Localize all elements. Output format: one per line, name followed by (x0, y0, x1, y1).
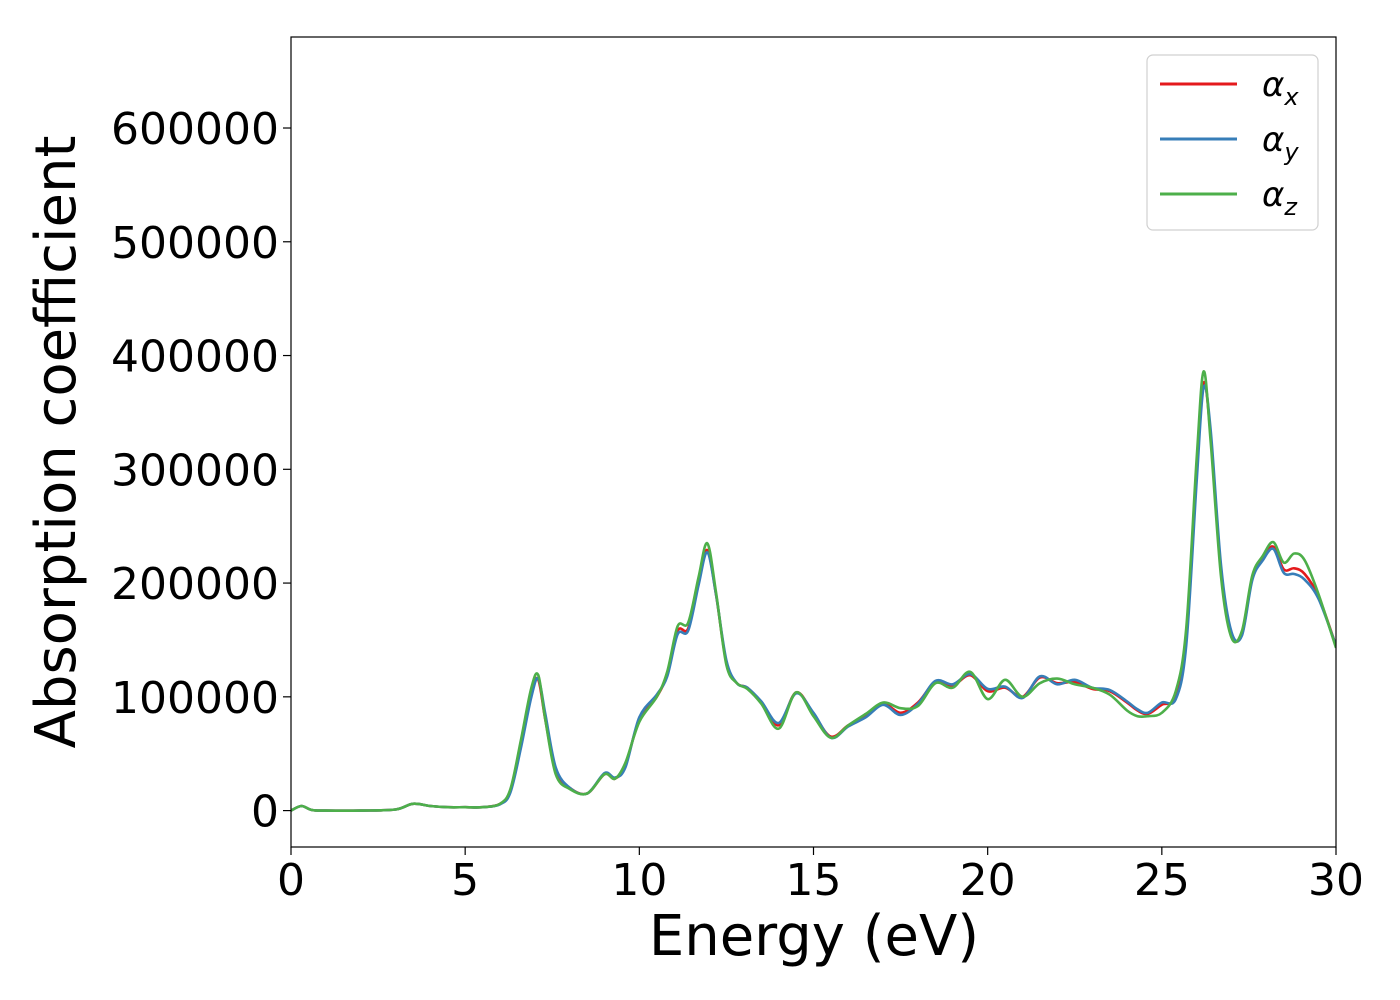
legend-box (1146, 54, 1319, 231)
legend-label-subscript: x (1283, 83, 1299, 111)
legend-label-subscript: z (1283, 193, 1298, 221)
y-tick-label: 600000 (111, 104, 279, 155)
y-tick-label: 400000 (111, 332, 279, 383)
x-axis-title: Energy (eV) (649, 904, 979, 969)
y-axis-ticks: 0 100000 200000 300000 400000 500000 600000 (111, 104, 291, 838)
y-tick-label: 100000 (111, 673, 279, 724)
x-tick-label: 25 (1134, 855, 1190, 906)
series-line-x (291, 380, 1336, 813)
legend-label-z: αz (1262, 175, 1298, 221)
y-tick-label: 0 (251, 787, 279, 838)
series-line-y (291, 384, 1336, 813)
legend-label-symbol: α (1262, 175, 1284, 215)
legend-label-x: αx (1262, 65, 1299, 111)
x-tick-label: 20 (960, 855, 1016, 906)
legend-label-symbol: α (1262, 65, 1284, 105)
y-tick-label: 300000 (111, 445, 279, 496)
x-tick-label: 5 (451, 855, 479, 906)
legend-label-symbol: α (1262, 120, 1284, 160)
x-tick-label: 10 (611, 855, 667, 906)
legend-label-subscript: y (1283, 138, 1299, 166)
x-axis-ticks: 0 5 10 15 20 25 30 (277, 847, 1364, 906)
x-tick-label: 30 (1308, 855, 1364, 906)
y-tick-label: 500000 (111, 218, 279, 269)
legend-label-y: αy (1262, 120, 1299, 166)
x-tick-label: 0 (277, 855, 305, 906)
series-line-z (291, 370, 1336, 813)
y-axis-title: Absorption coefficient (24, 136, 89, 749)
x-tick-label: 15 (786, 855, 842, 906)
y-tick-label: 200000 (111, 559, 279, 610)
series-group (291, 370, 1336, 813)
